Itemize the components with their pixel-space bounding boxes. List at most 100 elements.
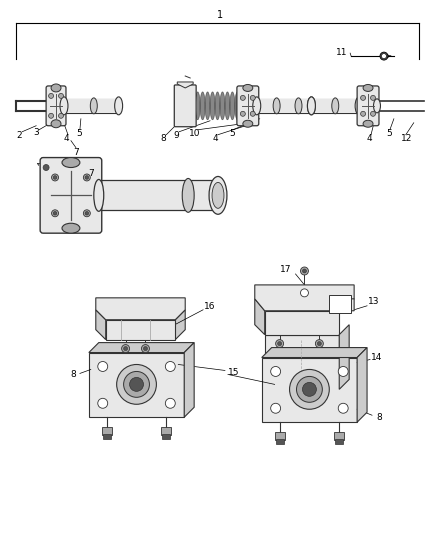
Circle shape xyxy=(278,342,282,345)
Ellipse shape xyxy=(307,97,315,115)
Text: 5: 5 xyxy=(76,129,82,138)
Text: 5: 5 xyxy=(229,129,235,138)
Text: 8: 8 xyxy=(376,413,382,422)
Ellipse shape xyxy=(374,99,381,113)
Bar xyxy=(275,432,285,440)
Circle shape xyxy=(300,267,308,275)
Bar xyxy=(276,439,283,444)
Circle shape xyxy=(381,54,386,59)
Ellipse shape xyxy=(205,92,210,120)
Circle shape xyxy=(240,95,245,100)
Text: 8: 8 xyxy=(70,370,76,379)
Text: 14: 14 xyxy=(371,353,383,362)
Circle shape xyxy=(360,95,366,100)
Text: 4: 4 xyxy=(366,134,372,143)
Ellipse shape xyxy=(220,92,225,120)
Ellipse shape xyxy=(236,95,239,117)
Text: 1: 1 xyxy=(217,10,223,20)
Circle shape xyxy=(53,176,57,179)
Text: 7: 7 xyxy=(73,148,79,157)
Polygon shape xyxy=(357,348,367,422)
Circle shape xyxy=(59,93,64,99)
Circle shape xyxy=(338,403,348,413)
FancyBboxPatch shape xyxy=(174,85,196,127)
Circle shape xyxy=(49,114,53,118)
Ellipse shape xyxy=(196,95,199,117)
Circle shape xyxy=(250,111,255,116)
Circle shape xyxy=(250,95,255,100)
Ellipse shape xyxy=(211,95,214,117)
Bar xyxy=(257,99,311,113)
Text: 16: 16 xyxy=(204,302,216,311)
Circle shape xyxy=(83,174,90,181)
Bar xyxy=(162,434,170,439)
Circle shape xyxy=(338,367,348,376)
Ellipse shape xyxy=(201,95,204,117)
Circle shape xyxy=(130,377,144,391)
Text: 8: 8 xyxy=(160,134,166,143)
Bar xyxy=(102,427,112,435)
Ellipse shape xyxy=(363,120,373,127)
Polygon shape xyxy=(255,299,265,335)
Circle shape xyxy=(52,210,59,217)
Ellipse shape xyxy=(195,92,200,120)
Ellipse shape xyxy=(231,95,234,117)
Bar xyxy=(89,352,184,417)
Polygon shape xyxy=(96,310,106,340)
FancyBboxPatch shape xyxy=(237,86,259,126)
Ellipse shape xyxy=(200,92,205,120)
Circle shape xyxy=(290,369,329,409)
Circle shape xyxy=(85,212,88,215)
Bar xyxy=(103,434,111,439)
Ellipse shape xyxy=(51,84,61,92)
Ellipse shape xyxy=(209,176,227,214)
Ellipse shape xyxy=(212,182,224,208)
FancyBboxPatch shape xyxy=(46,86,66,126)
Ellipse shape xyxy=(206,95,209,117)
Ellipse shape xyxy=(243,120,253,127)
Ellipse shape xyxy=(62,223,80,233)
Circle shape xyxy=(303,382,316,397)
Circle shape xyxy=(49,93,53,99)
Circle shape xyxy=(271,367,281,376)
Circle shape xyxy=(165,398,175,408)
Ellipse shape xyxy=(90,98,97,114)
Bar xyxy=(311,99,359,113)
Ellipse shape xyxy=(216,95,219,117)
Text: 5: 5 xyxy=(386,129,392,138)
Polygon shape xyxy=(89,343,194,352)
Circle shape xyxy=(303,269,307,273)
FancyArrowPatch shape xyxy=(37,164,40,165)
Bar xyxy=(99,181,218,211)
Polygon shape xyxy=(175,310,185,340)
Circle shape xyxy=(240,111,245,116)
Ellipse shape xyxy=(355,97,363,115)
Circle shape xyxy=(315,340,323,348)
Circle shape xyxy=(117,365,156,404)
Ellipse shape xyxy=(51,120,61,128)
Circle shape xyxy=(98,361,108,372)
Ellipse shape xyxy=(210,92,215,120)
Circle shape xyxy=(318,342,321,345)
Circle shape xyxy=(53,212,57,215)
Ellipse shape xyxy=(307,97,315,115)
Circle shape xyxy=(371,111,375,116)
Ellipse shape xyxy=(115,97,123,115)
Ellipse shape xyxy=(332,98,339,114)
Polygon shape xyxy=(96,298,185,320)
Ellipse shape xyxy=(235,92,240,120)
Polygon shape xyxy=(184,343,194,417)
Text: 15: 15 xyxy=(228,368,240,377)
Text: 10: 10 xyxy=(189,129,201,138)
Circle shape xyxy=(59,114,64,118)
Ellipse shape xyxy=(182,179,194,212)
Text: 7: 7 xyxy=(88,169,94,178)
Polygon shape xyxy=(177,82,193,88)
Circle shape xyxy=(43,165,49,171)
Text: 3: 3 xyxy=(33,128,39,137)
Circle shape xyxy=(271,403,281,413)
Ellipse shape xyxy=(295,98,302,114)
Polygon shape xyxy=(255,285,354,311)
Bar xyxy=(265,335,339,389)
Circle shape xyxy=(124,372,149,397)
